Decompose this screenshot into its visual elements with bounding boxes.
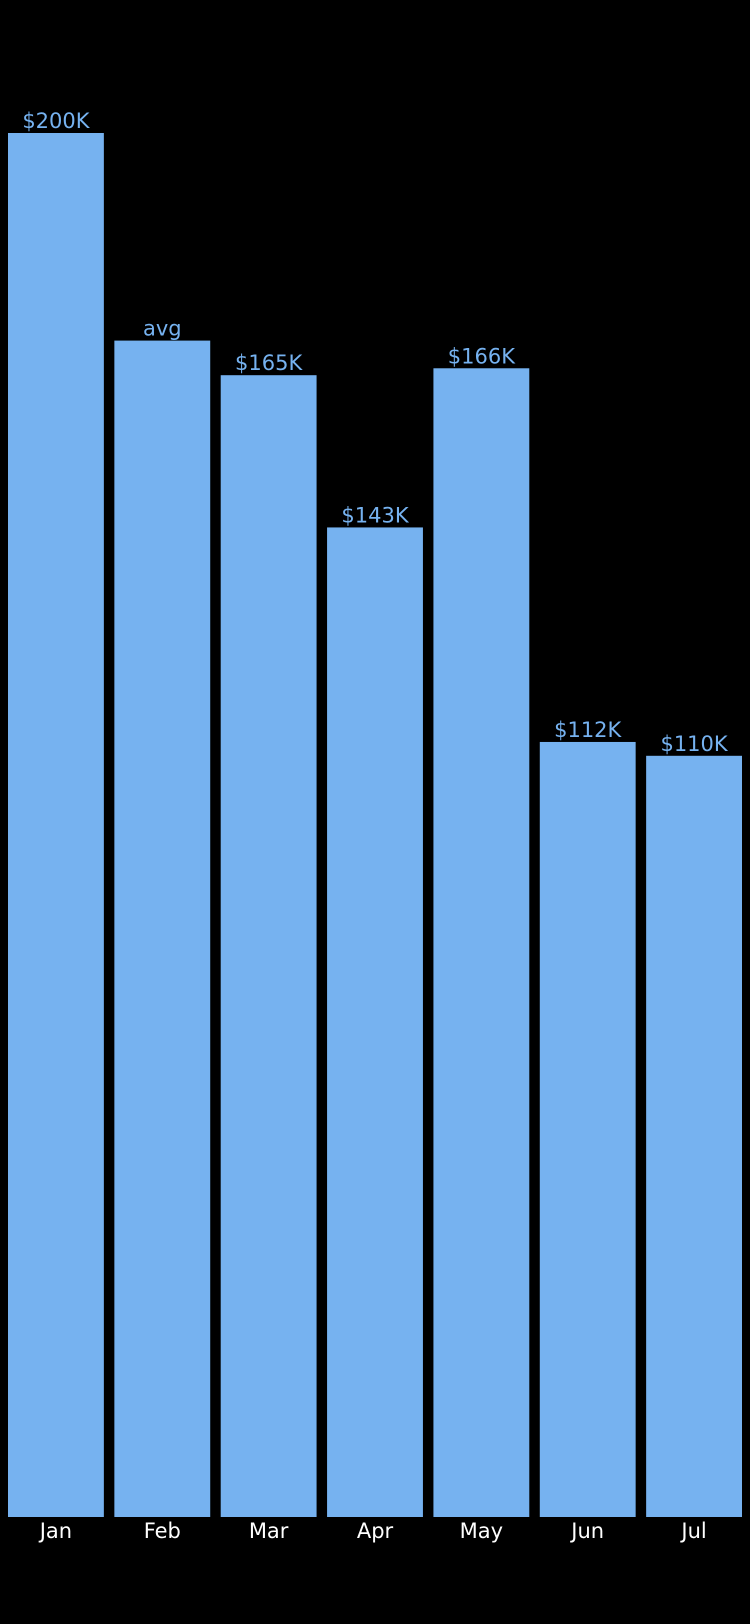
value-label-jul: $110K bbox=[660, 732, 728, 756]
value-label-jan: $200K bbox=[22, 109, 90, 133]
bar-apr bbox=[327, 527, 423, 1517]
value-label-feb: avg bbox=[143, 317, 182, 341]
value-labels-group: $200K avg $165K $143K $166K $112K $110K bbox=[22, 109, 729, 756]
bar-jun bbox=[539, 741, 636, 1517]
value-label-apr: $143K bbox=[341, 503, 409, 527]
category-labels-group: Jan Feb Mar Apr May Jun Jul bbox=[38, 1519, 707, 1543]
category-label-jan: Jan bbox=[38, 1519, 72, 1543]
value-label-jun: $112K bbox=[554, 718, 622, 742]
value-label-may: $166K bbox=[448, 344, 516, 368]
value-label-mar: $165K bbox=[235, 351, 303, 375]
category-label-feb: Feb bbox=[144, 1519, 181, 1543]
category-label-may: May bbox=[460, 1519, 503, 1543]
bar-jan bbox=[8, 133, 104, 1517]
bar-mar bbox=[220, 375, 317, 1518]
category-label-jul: Jul bbox=[679, 1519, 706, 1543]
bars-group bbox=[8, 133, 742, 1518]
category-label-mar: Mar bbox=[249, 1519, 289, 1543]
bar-may bbox=[433, 368, 530, 1517]
bar-feb bbox=[114, 340, 211, 1518]
category-label-jun: Jun bbox=[569, 1519, 604, 1543]
category-label-apr: Apr bbox=[357, 1519, 394, 1543]
bar-jul bbox=[646, 755, 742, 1517]
